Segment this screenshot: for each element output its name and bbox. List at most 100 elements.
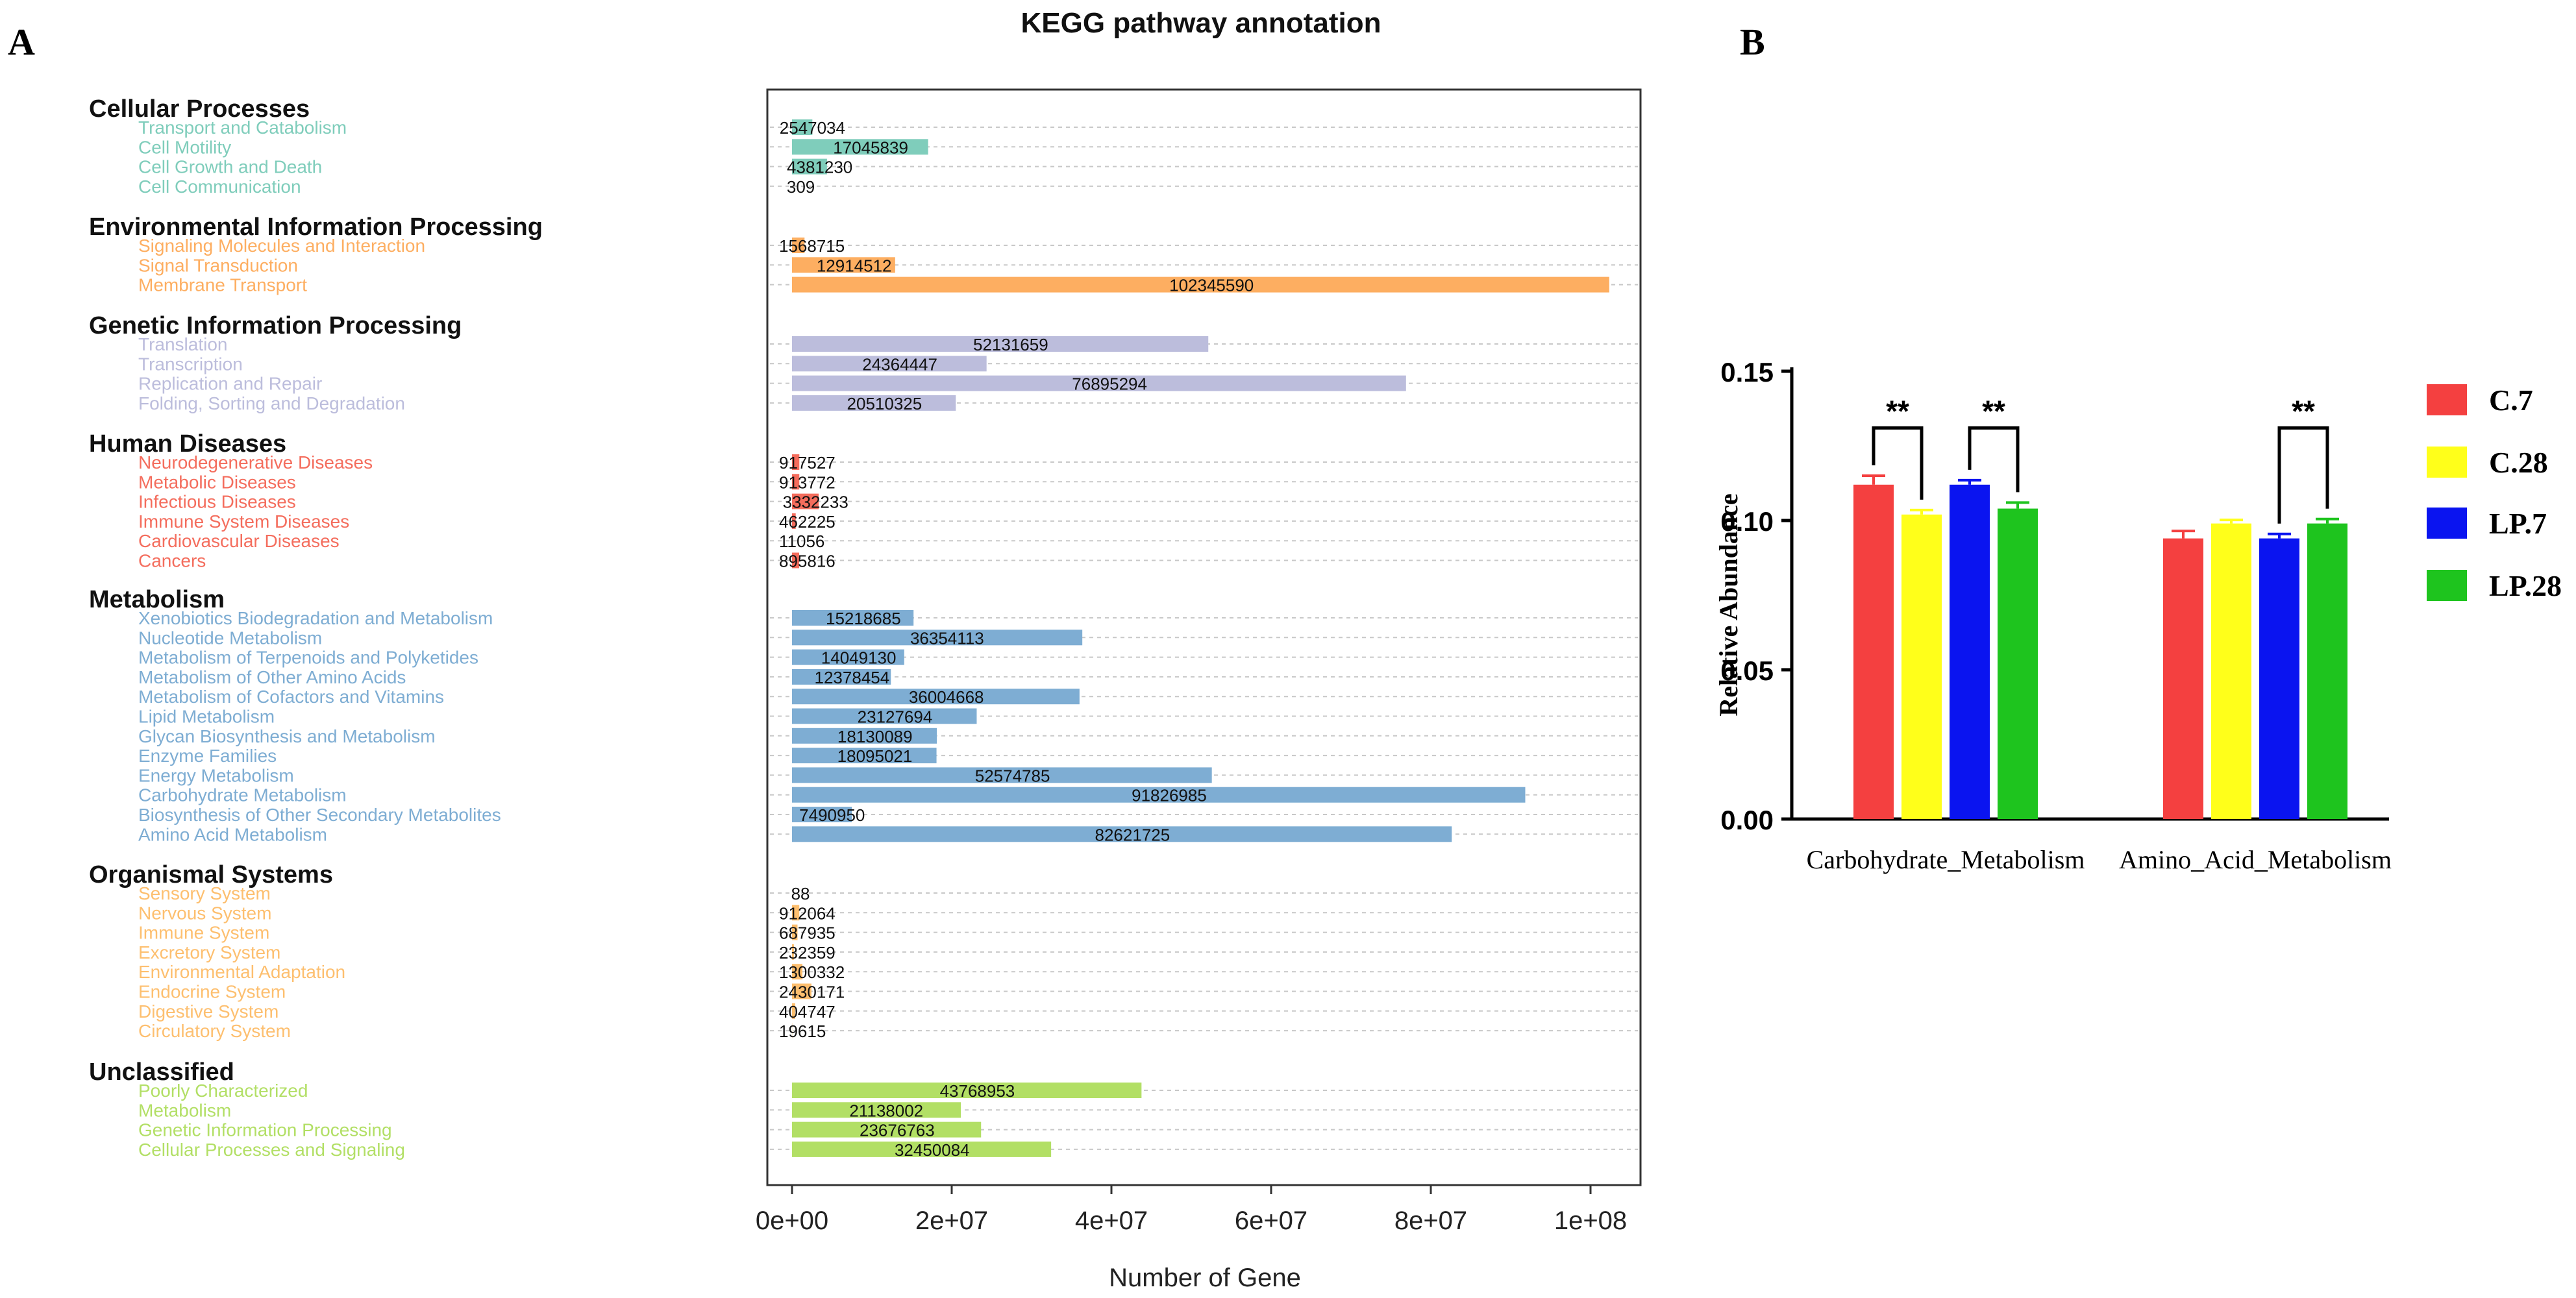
bar-genetic-information-processing-replication-and-repair xyxy=(792,375,1406,391)
category-label-metabolism-glycan-biosynthesis-and-metabolism: Glycan Biosynthesis and Metabolism xyxy=(138,726,436,746)
data-label-metabolism-xenobiotics-biodegradation-and-metabolism: 15218685 xyxy=(826,609,901,628)
data-label-environmental-information-processing-signaling-molecules-and-interaction: 1568715 xyxy=(779,236,845,256)
group-label-human-diseases: Human Diseases xyxy=(89,430,286,458)
bar-genetic-information-processing-folding-sorting-and-degradation xyxy=(792,395,956,411)
category-label-metabolism-metabolism-of-cofactors-and-vitamins: Metabolism of Cofactors and Vitamins xyxy=(138,687,444,707)
data-label-organismal-systems-circulatory-system: 19615 xyxy=(779,1022,826,1041)
bar-metabolism-glycan-biosynthesis-and-metabolism xyxy=(792,728,937,744)
category-label-unclassified-poorly-characterized: Poorly Characterized xyxy=(138,1081,308,1101)
category-label-environmental-information-processing-signaling-molecules-and-interaction: Signaling Molecules and Interaction xyxy=(138,236,425,256)
bar-metabolism-metabolism-of-cofactors-and-vitamins xyxy=(792,689,1080,705)
x-category-label-amino-acid-metabolism: Amino_Acid_Metabolism xyxy=(2119,845,2392,874)
legend-swatch-c-7 xyxy=(2427,384,2467,415)
category-label-human-diseases-immune-system-diseases: Immune System Diseases xyxy=(138,511,349,532)
bar-metabolism-biosynthesis-of-other-secondary-metabolites xyxy=(792,807,852,822)
bar-carbohydrate-metabolism-lp-7 xyxy=(1950,484,1990,819)
data-label-cellular-processes-cell-growth-and-death: 4381230 xyxy=(787,158,852,177)
category-label-environmental-information-processing-membrane-transport: Membrane Transport xyxy=(138,275,307,295)
data-label-human-diseases-neurodegenerative-diseases: 917527 xyxy=(779,453,836,472)
chart-a-title: KEGG pathway annotation xyxy=(1021,7,1381,39)
legend-label-lp-7: LP.7 xyxy=(2489,507,2547,540)
bar-organismal-systems-endocrine-system xyxy=(792,983,811,999)
y-tick-label-3: 0.15 xyxy=(1720,357,1774,387)
bar-cellular-processes-cell-motility xyxy=(792,139,928,155)
bar-human-diseases-infectious-diseases xyxy=(792,493,819,509)
legend-swatch-c-28 xyxy=(2427,447,2467,478)
category-label-metabolism-enzyme-families: Enzyme Families xyxy=(138,746,277,766)
kegg-pathway-chart: KEGG pathway annotation 2547034170458394… xyxy=(89,7,1642,1292)
chart-b-significance: ** ** ** xyxy=(1872,394,2329,524)
bar-human-diseases-immune-system-diseases xyxy=(792,513,796,529)
data-label-organismal-systems-nervous-system: 912064 xyxy=(779,903,836,923)
bar-unclassified-metabolism xyxy=(792,1102,961,1118)
group-label-metabolism: Metabolism xyxy=(89,586,225,613)
chart-a-x-axis: 0e+00 2e+07 4e+07 6e+07 8e+07 1e+08 xyxy=(756,1185,1627,1235)
bar-genetic-information-processing-transcription xyxy=(792,356,987,372)
category-label-cellular-processes-cell-growth-and-death: Cell Growth and Death xyxy=(138,157,322,177)
bar-amino-acid-metabolism-lp-7 xyxy=(2259,538,2299,819)
chart-b-legend: C.7 C.28 LP.7 LP.28 xyxy=(2427,384,2562,602)
category-label-metabolism-xenobiotics-biodegradation-and-metabolism: Xenobiotics Biodegradation and Metabolis… xyxy=(138,608,493,628)
data-label-metabolism-metabolism-of-terpenoids-and-polyketides: 14049130 xyxy=(821,648,897,668)
data-label-metabolism-metabolism-of-other-amino-acids: 12378454 xyxy=(815,668,890,687)
y-tick-label-2: 0.10 xyxy=(1720,506,1774,537)
bar-metabolism-metabolism-of-other-amino-acids xyxy=(792,668,891,685)
group-label-genetic-information-processing: Genetic Information Processing xyxy=(89,312,462,339)
chart-b-axes: 0.00 0.05 0.10 0.15 Carbohydrate_Metabolism A… xyxy=(1720,357,2392,874)
bar-human-diseases-cancers xyxy=(792,552,800,569)
x-tick-label-4: 8e+07 xyxy=(1394,1206,1467,1235)
data-label-organismal-systems-environmental-adaptation: 1300332 xyxy=(779,962,845,982)
bar-metabolism-metabolism-of-terpenoids-and-polyketides xyxy=(792,649,904,665)
bar-cellular-processes-cell-growth-and-death xyxy=(792,158,827,175)
data-label-unclassified-genetic-information-processing: 23676763 xyxy=(860,1121,935,1140)
category-label-organismal-systems-environmental-adaptation: Environmental Adaptation xyxy=(138,962,345,982)
panel-label-a: A xyxy=(8,21,35,63)
data-label-genetic-information-processing-transcription: 24364447 xyxy=(862,354,937,374)
category-label-metabolism-amino-acid-metabolism: Amino Acid Metabolism xyxy=(138,824,327,844)
category-label-human-diseases-infectious-diseases: Infectious Diseases xyxy=(138,492,296,512)
category-label-metabolism-nucleotide-metabolism: Nucleotide Metabolism xyxy=(138,628,322,648)
bar-amino-acid-metabolism-c-28 xyxy=(2211,523,2251,819)
bar-amino-acid-metabolism-lp-28 xyxy=(2307,523,2347,819)
x-tick-label-2: 4e+07 xyxy=(1075,1206,1148,1235)
category-label-organismal-systems-sensory-system: Sensory System xyxy=(138,883,271,903)
data-label-environmental-information-processing-membrane-transport: 102345590 xyxy=(1169,276,1254,295)
data-label-metabolism-enzyme-families: 18095021 xyxy=(837,746,913,766)
bar-unclassified-poorly-characterized xyxy=(792,1083,1142,1098)
data-label-organismal-systems-excretory-system: 232359 xyxy=(779,943,836,962)
bar-unclassified-genetic-information-processing xyxy=(792,1121,982,1138)
bar-environmental-information-processing-membrane-transport xyxy=(792,276,1609,293)
bar-organismal-systems-nervous-system xyxy=(792,905,800,921)
chart-b-bars xyxy=(1853,474,2347,819)
legend-label-lp-28: LP.28 xyxy=(2489,569,2562,602)
data-label-organismal-systems-endocrine-system: 2430171 xyxy=(779,983,845,1002)
category-label-genetic-information-processing-transcription: Transcription xyxy=(138,354,243,374)
category-label-cellular-processes-cell-communication: Cell Communication xyxy=(138,177,301,197)
category-label-organismal-systems-digestive-system: Digestive System xyxy=(138,1001,279,1022)
category-label-organismal-systems-nervous-system: Nervous System xyxy=(138,903,271,923)
relative-abundance-chart: 0.00 0.05 0.10 0.15 Carbohydrate_Metabolism A… xyxy=(1714,357,2562,874)
group-label-unclassified: Unclassified xyxy=(89,1059,234,1086)
data-label-metabolism-energy-metabolism: 52574785 xyxy=(975,766,1050,785)
category-label-organismal-systems-endocrine-system: Endocrine System xyxy=(138,982,286,1002)
data-label-metabolism-lipid-metabolism: 23127694 xyxy=(858,707,933,727)
significance-bracket-2 xyxy=(2277,426,2329,524)
data-label-cellular-processes-transport-and-catabolism: 2547034 xyxy=(780,118,845,138)
category-label-genetic-information-processing-replication-and-repair: Replication and Repair xyxy=(138,374,322,394)
data-label-metabolism-carbohydrate-metabolism: 91826985 xyxy=(1132,786,1207,805)
group-label-organismal-systems: Organismal Systems xyxy=(89,861,333,888)
category-label-cellular-processes-cell-motility: Cell Motility xyxy=(138,137,231,157)
data-label-cellular-processes-cell-communication: 309 xyxy=(787,177,815,197)
significance-label-1: ** xyxy=(1982,394,2005,428)
legend-swatch-lp-7 xyxy=(2427,508,2467,539)
category-label-metabolism-lipid-metabolism: Lipid Metabolism xyxy=(138,707,275,727)
data-label-human-diseases-metabolic-diseases: 913772 xyxy=(779,472,836,492)
data-label-human-diseases-immune-system-diseases: 462225 xyxy=(779,512,836,532)
category-label-metabolism-carbohydrate-metabolism: Carbohydrate Metabolism xyxy=(138,785,347,805)
bar-organismal-systems-digestive-system xyxy=(792,1003,795,1019)
bar-metabolism-xenobiotics-biodegradation-and-metabolism xyxy=(792,610,914,626)
data-label-genetic-information-processing-translation: 52131659 xyxy=(973,335,1048,354)
legend-label-c-7: C.7 xyxy=(2489,384,2533,417)
